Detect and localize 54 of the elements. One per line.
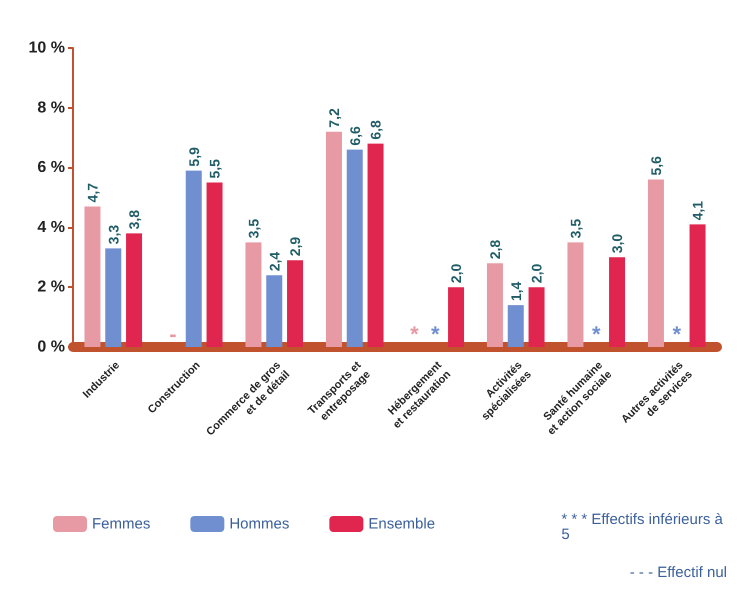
data-label: 3,0 bbox=[609, 234, 626, 254]
bar bbox=[126, 233, 142, 347]
bar bbox=[346, 150, 363, 347]
text: - - - Effectif nul bbox=[630, 564, 728, 581]
data-label: 5,6 bbox=[648, 156, 664, 176]
y-tick-label: 0 % bbox=[37, 338, 65, 356]
data-label: 2,9 bbox=[287, 236, 304, 256]
bar bbox=[368, 144, 384, 347]
bar bbox=[486, 263, 503, 347]
bar bbox=[567, 242, 584, 347]
data-label: 5,5 bbox=[206, 158, 223, 179]
legend-label: Hommes bbox=[229, 516, 290, 532]
bar bbox=[326, 132, 342, 347]
data-label: 3,8 bbox=[126, 210, 142, 230]
data-label: 2,4 bbox=[266, 252, 282, 272]
y-tick-label: 4 % bbox=[37, 218, 65, 236]
y-tick-label: 2 % bbox=[37, 278, 65, 296]
bar bbox=[609, 257, 626, 347]
bar bbox=[528, 287, 545, 347]
data-label: 6,8 bbox=[368, 120, 384, 140]
legend-label: Femmes bbox=[92, 516, 150, 532]
data-label: 2,0 bbox=[448, 264, 464, 284]
text: * bbox=[410, 322, 419, 346]
bar bbox=[105, 248, 122, 347]
text: * bbox=[430, 322, 440, 346]
data-label: 2,0 bbox=[528, 264, 545, 284]
bar bbox=[206, 182, 223, 347]
data-label: 3,3 bbox=[105, 224, 122, 244]
y-tick-label: 10 % bbox=[28, 40, 65, 56]
bar bbox=[690, 224, 706, 347]
data-label: 1,4 bbox=[508, 281, 524, 302]
data-label: 5,9 bbox=[186, 146, 202, 167]
text: * bbox=[672, 322, 682, 346]
y-tick-label: 8 % bbox=[37, 99, 65, 116]
data-label: 3,5 bbox=[567, 218, 584, 238]
data-label: 2,8 bbox=[486, 240, 503, 260]
text: * * * Effectifs inférieurs à 5 bbox=[561, 511, 728, 543]
data-label: 6,6 bbox=[346, 126, 363, 146]
data-label: 3,5 bbox=[245, 218, 262, 238]
data-label: 7,2 bbox=[326, 108, 342, 128]
bar bbox=[84, 206, 100, 347]
bar bbox=[448, 287, 464, 347]
text: - bbox=[169, 322, 177, 346]
bar bbox=[648, 180, 664, 347]
data-label: 4,7 bbox=[84, 182, 100, 202]
text: * bbox=[592, 322, 601, 346]
bar bbox=[266, 275, 282, 347]
bar bbox=[508, 305, 524, 347]
bar bbox=[186, 170, 202, 347]
bar bbox=[245, 242, 262, 347]
legend-label: Ensemble bbox=[368, 516, 436, 532]
data-label: 4,1 bbox=[690, 200, 706, 220]
bar bbox=[287, 260, 304, 347]
y-tick-label: 6 % bbox=[37, 159, 65, 176]
